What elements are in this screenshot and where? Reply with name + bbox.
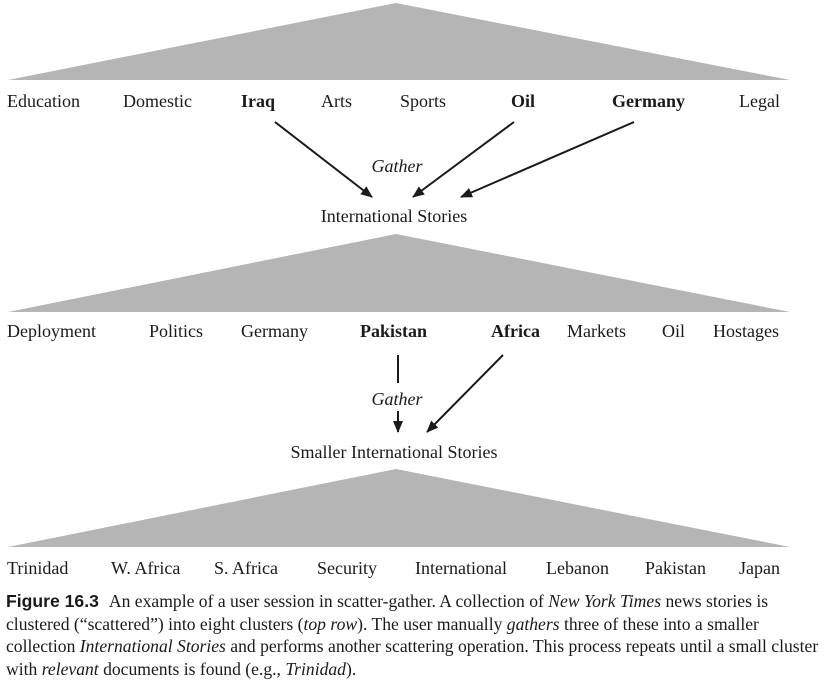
cluster-label[interactable]: Politics	[149, 321, 203, 341]
cluster-label[interactable]: Oil	[511, 91, 535, 111]
gather-arrow	[274, 121, 373, 198]
caption-part: ).	[345, 658, 357, 679]
gather-arrow	[426, 354, 504, 433]
caption-part: New York Times	[548, 591, 662, 611]
caption-part: three of these into a smaller collection	[6, 613, 759, 657]
scatter-triangle-3	[8, 469, 790, 547]
cluster-label[interactable]: Lebanon	[546, 558, 609, 578]
gather-label: Gather	[372, 156, 424, 176]
cluster-label[interactable]: Education	[7, 91, 80, 111]
cluster-label[interactable]: Deployment	[7, 321, 96, 341]
scatter-triangle-2	[8, 234, 790, 312]
cluster-label[interactable]: Iraq	[241, 91, 275, 111]
cluster-label[interactable]: Legal	[739, 91, 780, 111]
cluster-label[interactable]: Markets	[567, 321, 626, 341]
cluster-label[interactable]: S. Africa	[214, 558, 278, 578]
caption-part: gathers	[506, 613, 560, 634]
scatter-gather-diagram: Education Domestic Iraq Arts Sports Oil …	[7, 3, 790, 578]
cluster-label[interactable]: Sports	[400, 91, 446, 111]
cluster-label[interactable]: W. Africa	[111, 558, 180, 578]
caption-part: and performs another scattering operatio…	[6, 636, 819, 679]
cluster-label[interactable]: Pakistan	[360, 321, 427, 341]
cluster-label[interactable]: Hostages	[713, 321, 779, 341]
caption-part: relevant	[41, 658, 99, 679]
cluster-label[interactable]: Arts	[321, 91, 352, 111]
cluster-label[interactable]: Domestic	[123, 91, 192, 111]
cluster-label[interactable]: Oil	[662, 321, 685, 341]
caption-part: ). The user manually	[357, 613, 507, 634]
collection-label: Smaller International Stories	[291, 442, 498, 462]
caption-part: International Stories	[79, 636, 226, 656]
figure-caption: Figure 16.3 An example of a user session …	[6, 590, 820, 680]
cluster-label[interactable]: Security	[317, 558, 377, 578]
cluster-label[interactable]: Trinidad	[7, 558, 68, 578]
caption-part: An example of a user session in scatter-…	[108, 591, 549, 611]
cluster-label[interactable]: Germany	[612, 91, 685, 111]
caption-part: top row	[303, 613, 358, 634]
collection-label: International Stories	[321, 206, 467, 226]
cluster-label[interactable]: Japan	[739, 558, 780, 578]
cluster-label[interactable]: Africa	[491, 321, 540, 341]
caption-part: documents is found (e.g.,	[98, 658, 286, 679]
cluster-label[interactable]: International	[415, 558, 507, 578]
gather-arrow	[460, 121, 635, 198]
figure-number: Figure 16.3	[6, 591, 99, 611]
cluster-label[interactable]: Pakistan	[645, 558, 706, 578]
caption-part: Trinidad	[285, 658, 346, 679]
caption-part: news stories is clustered (“scattered”) …	[6, 591, 769, 634]
scatter-triangle-1	[8, 3, 790, 80]
gather-arrow	[412, 121, 515, 198]
gather-label: Gather	[372, 389, 424, 409]
cluster-label[interactable]: Germany	[241, 321, 308, 341]
